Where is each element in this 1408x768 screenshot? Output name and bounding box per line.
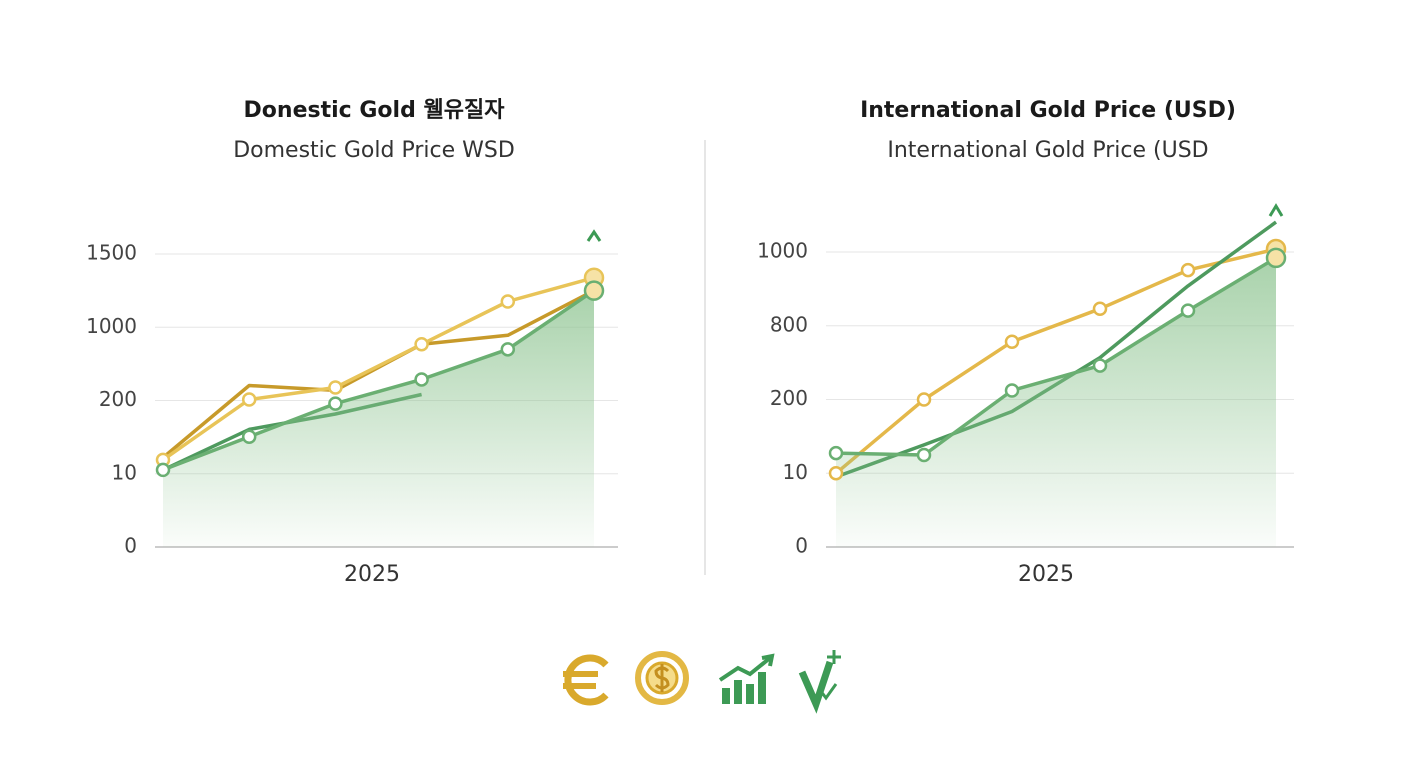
- line: [835, 256, 1277, 457]
- point-marker: [328, 396, 343, 411]
- up-arrow: [1268, 203, 1284, 217]
- chart-subtitle: International Gold Price (USD: [887, 138, 1208, 163]
- y-tick-label: 200: [770, 386, 808, 410]
- y-tick-label: 1000: [757, 239, 808, 263]
- area: [163, 290, 594, 547]
- point-marker: [500, 294, 516, 309]
- point-marker: [1265, 247, 1287, 269]
- icons: [563, 650, 841, 714]
- y-tick-label: 10: [783, 460, 808, 484]
- chart-title: Donestic Gold 웰유질자: [244, 98, 506, 123]
- y-tick-label: 10: [112, 460, 137, 484]
- point-marker: [1092, 301, 1108, 317]
- chart-title: International Gold Price (USD): [860, 98, 1236, 123]
- chart-subtitle: Domestic Gold Price WSD: [233, 138, 515, 163]
- point-marker: [916, 392, 932, 407]
- point-marker: [155, 462, 171, 478]
- point-marker: [414, 372, 429, 387]
- point-marker: [1092, 358, 1108, 373]
- y-tick-label: 1000: [86, 314, 137, 338]
- point-marker: [241, 392, 257, 407]
- point-marker: [828, 466, 844, 481]
- point-marker: [500, 342, 516, 357]
- point-marker: [1004, 383, 1020, 398]
- point-marker: [414, 337, 429, 352]
- line: [834, 247, 1277, 475]
- x-axis-label: 2025: [1018, 562, 1074, 587]
- point-marker: [828, 445, 844, 461]
- up-arrow: [586, 229, 602, 242]
- point-marker: [1004, 334, 1020, 349]
- point-marker: [1180, 303, 1196, 318]
- point-marker: [1180, 262, 1196, 278]
- line: [161, 276, 595, 462]
- y-tick-label: 200: [99, 387, 137, 411]
- point-marker: [241, 429, 257, 444]
- point-marker: [583, 280, 605, 301]
- point-marker: [916, 447, 932, 463]
- x-axis-label: 2025: [344, 562, 400, 587]
- y-tick-label: 0: [795, 534, 808, 558]
- area: [836, 257, 1276, 547]
- y-tick-label: 1500: [86, 241, 137, 265]
- point-marker: [328, 380, 343, 395]
- y-tick-label: 800: [770, 312, 808, 336]
- y-tick-label: 0: [124, 534, 137, 558]
- line: [162, 289, 595, 472]
